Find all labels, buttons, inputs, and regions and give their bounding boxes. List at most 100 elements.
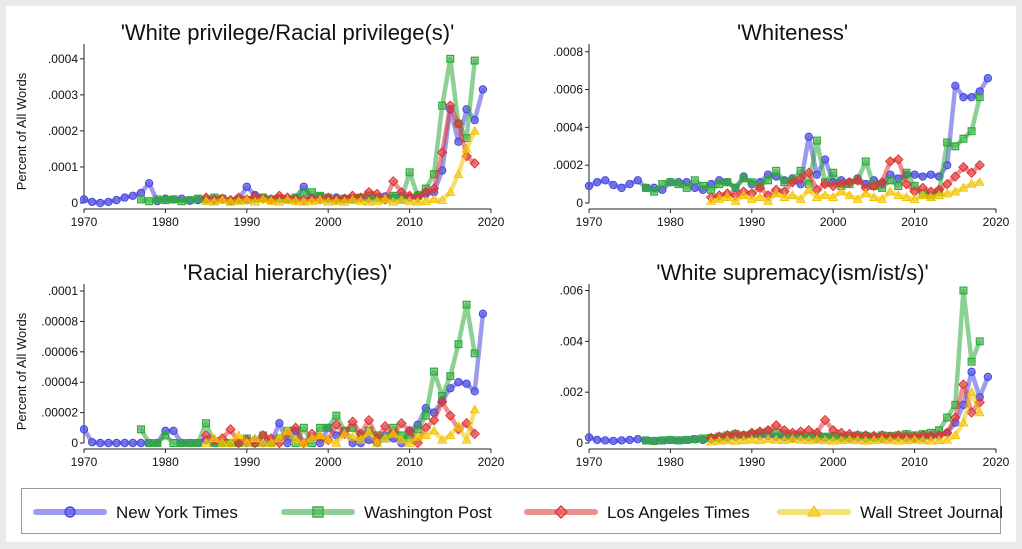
data-point: [754, 435, 765, 445]
legend-label: Los Angeles Times: [607, 503, 750, 522]
y-tick-label: 0: [576, 196, 583, 210]
data-point: [974, 176, 985, 186]
data-point: [347, 431, 358, 441]
data-point: [746, 194, 757, 203]
data-point: [453, 168, 464, 178]
y-tick-label: .0003: [48, 88, 78, 102]
data-point: [298, 196, 309, 206]
chart-svg: 'White privilege/Racial privilege(s)' Per…: [14, 20, 505, 229]
data-point: [983, 74, 993, 83]
data-point: [241, 194, 252, 204]
data-point: [470, 349, 479, 358]
data-point: [584, 181, 594, 191]
data-point: [323, 434, 334, 444]
data-point: [795, 173, 806, 184]
data-point: [828, 435, 839, 445]
data-point: [379, 421, 391, 432]
legend-label: Wall Street Journal: [860, 503, 1002, 522]
data-point: [893, 190, 904, 200]
legend-label: Washington Post: [364, 503, 492, 522]
data-point: [469, 428, 480, 440]
data-point: [601, 436, 610, 445]
series-washington-post: [641, 286, 984, 445]
x-tick-label: 2000: [820, 215, 847, 229]
data-point: [828, 192, 839, 202]
data-point: [592, 435, 602, 445]
data-point: [811, 184, 823, 196]
data-point: [217, 437, 228, 447]
data-point: [836, 178, 847, 190]
chart-panel-white-privilege: 'White privilege/Racial privilege(s)' Per…: [6, 6, 506, 242]
data-point: [811, 434, 822, 444]
data-point: [225, 424, 236, 435]
data-point: [836, 186, 847, 196]
x-tick-label: 1970: [576, 455, 603, 469]
data-point: [290, 434, 301, 444]
data-point: [844, 176, 855, 188]
data-point: [787, 433, 798, 443]
data-point: [446, 372, 455, 381]
data-point: [363, 427, 374, 437]
x-tick-label: 2000: [315, 215, 342, 229]
y-tick-label: .00006: [41, 345, 78, 359]
data-point: [201, 195, 212, 205]
x-tick-label: 1990: [738, 215, 765, 229]
data-point: [371, 188, 383, 200]
data-point: [617, 436, 626, 445]
data-point: [396, 417, 407, 429]
data-point: [803, 425, 815, 436]
data-point: [827, 180, 839, 192]
data-point: [233, 430, 244, 440]
data-point: [950, 186, 961, 196]
data-point: [217, 194, 228, 204]
data-point: [819, 414, 831, 426]
chart-panel-racial-hierarchy: 'Racial hierarchy(ies)' Percent of All Wo…: [6, 246, 506, 482]
x-tick-label: 2020: [983, 455, 1010, 469]
data-point: [177, 197, 186, 206]
data-point: [941, 427, 953, 439]
data-point: [829, 168, 838, 177]
data-point: [894, 181, 903, 190]
data-point: [674, 180, 683, 189]
data-point: [722, 192, 733, 202]
data-point: [779, 435, 790, 445]
data-point: [820, 435, 831, 445]
data-point: [324, 423, 333, 432]
series-line-washington-post: [643, 288, 982, 444]
series-wall-street-journal: [706, 386, 985, 446]
data-point: [161, 196, 170, 205]
x-tick-label: 2020: [478, 455, 505, 469]
data-point: [836, 435, 847, 445]
data-point: [87, 438, 97, 447]
data-point: [666, 178, 675, 187]
data-point: [666, 435, 675, 444]
data-point: [966, 167, 977, 179]
data-point: [136, 195, 145, 204]
data-point: [959, 286, 968, 295]
chart-svg: 'Racial hierarchy(ies)' Percent of All Wo…: [14, 260, 505, 469]
data-point: [389, 191, 398, 200]
data-point: [698, 181, 707, 190]
y-tick-label: 0: [71, 196, 78, 210]
data-point: [868, 180, 880, 192]
data-point: [331, 195, 342, 205]
x-tick-label: 1980: [657, 215, 684, 229]
y-tick-label: .006: [560, 284, 584, 298]
data-point: [943, 138, 952, 147]
data-point: [747, 178, 756, 187]
data-point: [145, 439, 154, 448]
data-point: [950, 412, 961, 423]
data-point: [942, 188, 953, 198]
y-axis-label: Percent of All Words: [14, 72, 29, 190]
data-point: [844, 434, 855, 444]
x-tick-label: 1990: [738, 455, 765, 469]
data-point: [730, 435, 741, 445]
legend-marker: [554, 505, 568, 519]
data-point: [951, 142, 960, 151]
data-point: [104, 197, 113, 207]
chart-panels: 'White privilege/Racial privilege(s)' Per…: [6, 6, 1016, 484]
data-point: [958, 417, 969, 427]
data-point: [715, 180, 724, 189]
data-point: [249, 433, 260, 443]
data-point: [436, 396, 448, 408]
